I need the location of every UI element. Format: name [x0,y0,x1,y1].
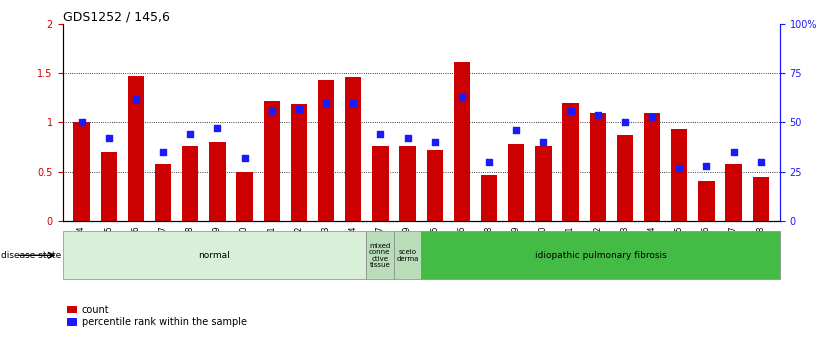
Point [157,149,170,155]
Point [319,100,333,106]
Bar [562,103,579,221]
Point [347,100,360,106]
Point [455,94,469,100]
Point [510,128,523,133]
Point [591,112,605,117]
Bar [590,112,606,221]
Bar [617,135,633,221]
Bar [101,152,117,221]
Point [374,131,387,137]
Text: mixed
conne
ctive
tissue: mixed conne ctive tissue [369,243,390,268]
Point [482,159,495,165]
Bar [345,77,361,221]
Point [401,136,414,141]
Legend: count, percentile rank within the sample: count, percentile rank within the sample [68,305,247,327]
Point [102,136,115,141]
Point [265,108,279,114]
Bar [535,146,551,221]
Bar [481,175,497,221]
Bar [63,231,366,279]
Bar [372,146,389,221]
Bar [427,150,443,221]
Bar [291,104,307,221]
Point [564,108,577,114]
Point [238,155,251,161]
Text: disease state: disease state [1,251,61,260]
Text: idiopathic pulmonary fibrosis: idiopathic pulmonary fibrosis [535,251,666,260]
Text: GDS1252 / 145,6: GDS1252 / 145,6 [63,10,169,23]
Point [672,165,686,170]
Bar [454,61,470,221]
Point [428,139,441,145]
Bar [698,181,715,221]
Bar [399,146,415,221]
Point [700,163,713,168]
Bar [182,146,198,221]
Bar [752,177,769,221]
Bar [394,231,421,279]
Bar [264,101,280,221]
Text: scelo
derma: scelo derma [396,249,419,262]
Bar [318,80,334,221]
Point [537,139,550,145]
Bar [508,144,525,221]
Point [754,159,767,165]
Bar [671,129,687,221]
Point [75,120,88,125]
Bar [644,112,661,221]
Point [211,126,224,131]
Point [129,96,143,102]
Point [646,114,659,119]
Point [183,131,197,137]
Bar [155,164,171,221]
Bar [366,231,394,279]
Bar [236,171,253,221]
Bar [73,122,90,221]
Text: normal: normal [198,251,230,260]
Point [618,120,631,125]
Point [292,106,305,111]
Bar [726,164,741,221]
Point [727,149,741,155]
Bar [128,76,144,221]
Bar [421,231,780,279]
Bar [209,142,225,221]
